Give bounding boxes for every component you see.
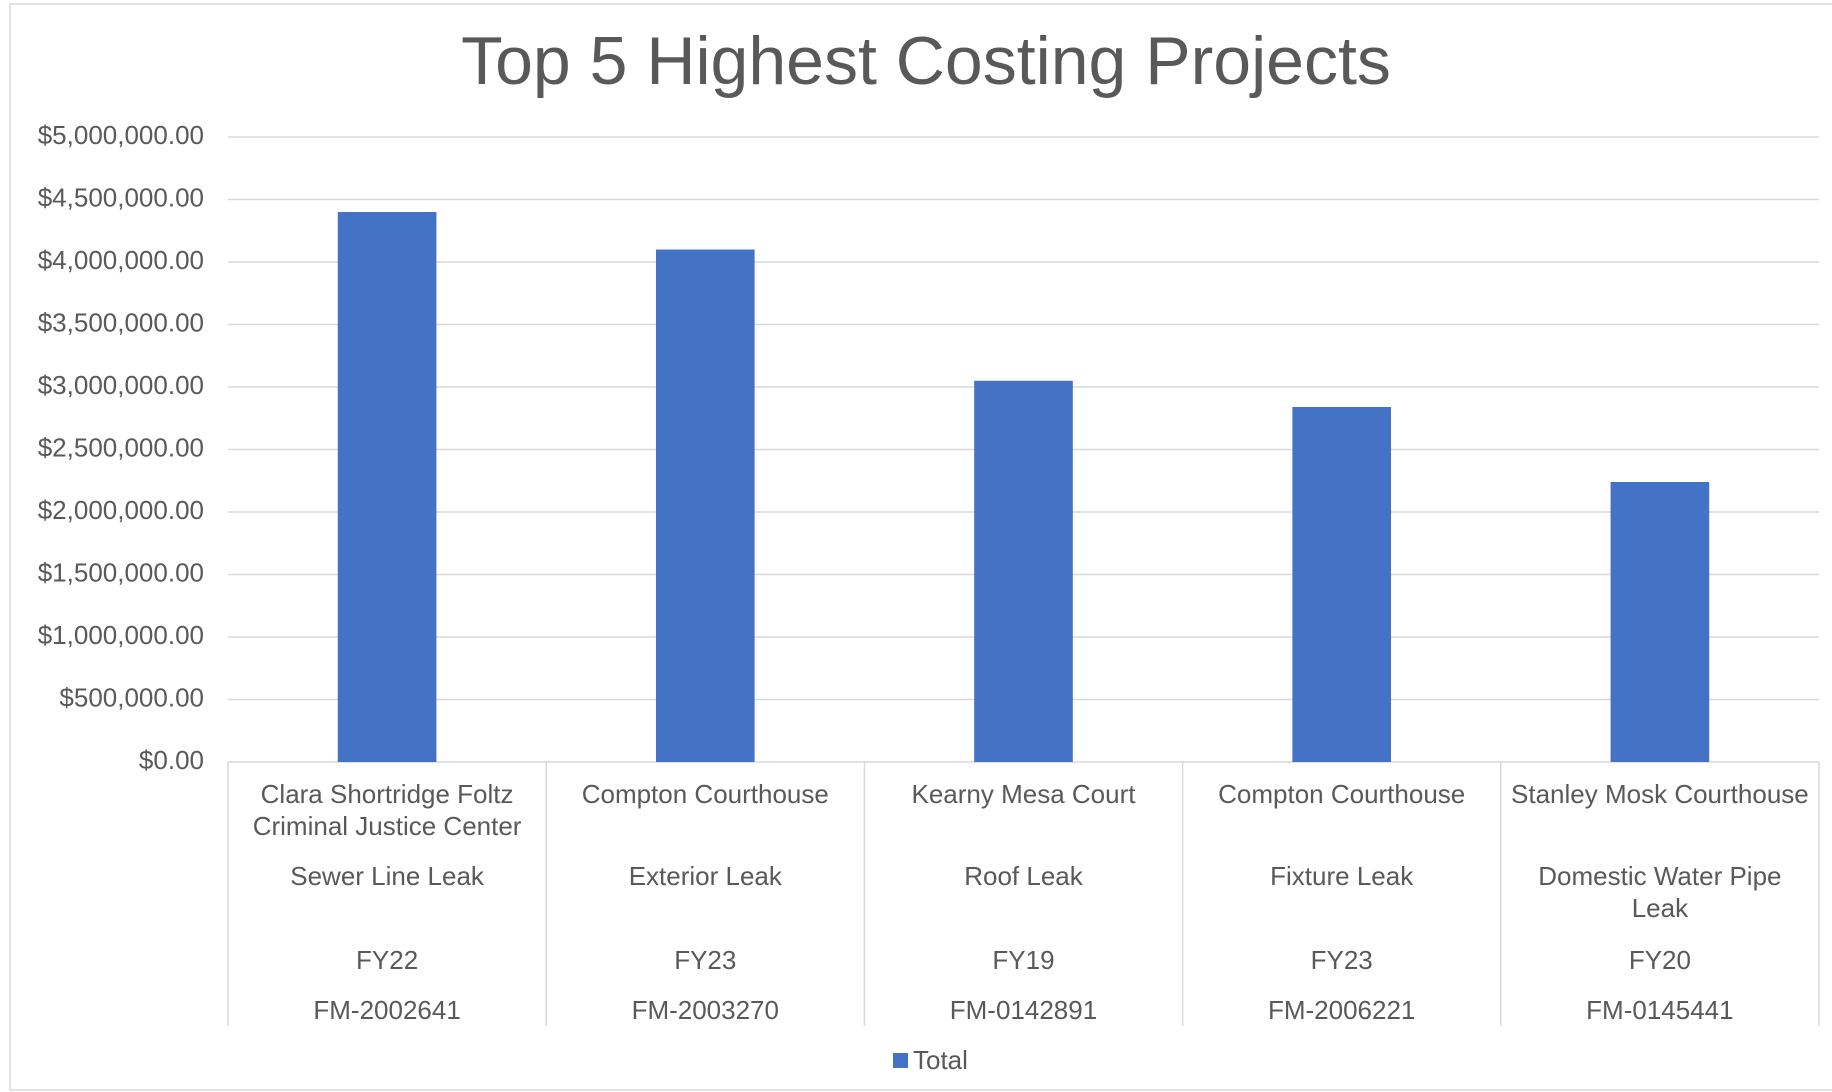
y-tick-label: $3,000,000.00 [38,370,204,400]
bar [1292,407,1392,762]
y-tick-label: $2,000,000.00 [38,495,204,525]
x-tick-label: FY19 [992,945,1055,975]
y-tick-label: $1,500,000.00 [38,557,204,587]
x-tick-label: Compton Courthouse [1218,779,1466,809]
x-tick-label: FM-0145441 [1586,995,1734,1025]
bar [655,249,755,762]
x-tick-label: FY20 [1628,945,1691,975]
x-tick-label: FM-2006221 [1267,995,1416,1025]
x-tick-label: FM-2002641 [313,995,461,1025]
bar [1610,482,1710,762]
x-tick-label: Kearny Mesa Court [911,779,1136,809]
bar [337,212,437,762]
y-tick-label: $500,000.00 [59,682,204,712]
x-tick-label: Exterior Leak [628,861,782,891]
x-tick-label: Compton Courthouse [581,779,829,809]
y-tick-label: $3,500,000.00 [38,307,204,337]
y-tick-label: $2,500,000.00 [38,432,204,462]
x-tick-label: Domestic Water Pipe Leak [1538,861,1782,923]
x-tick-label: FY22 [356,945,419,975]
x-tick-label: FM-0142891 [949,995,1098,1025]
x-tick-label: FY23 [1310,945,1373,975]
x-tick-label: Sewer Line Leak [290,861,484,891]
bar [974,380,1073,762]
chart-border [9,3,1832,1091]
x-tick-label: FM-2003270 [631,995,779,1025]
y-tick-label: $4,000,000.00 [38,245,204,275]
x-tick-label: Roof Leak [964,861,1083,891]
chart-title: Top 5 Highest Costing Projects [461,23,1391,99]
y-tick-label: $1,000,000.00 [38,620,204,650]
legend-swatch [893,1053,908,1068]
x-tick-label: Stanley Mosk Courthouse [1511,779,1809,809]
legend-label: Total [913,1045,968,1075]
y-tick-label: $0.00 [139,745,204,775]
x-tick-label: Clara Shortridge Foltz Criminal Justice … [252,779,522,841]
x-tick-label: FY23 [674,945,737,975]
y-tick-label: $4,500,000.00 [38,182,204,212]
y-tick-label: $5,000,000.00 [38,120,204,150]
x-tick-label: Fixture Leak [1270,861,1414,891]
